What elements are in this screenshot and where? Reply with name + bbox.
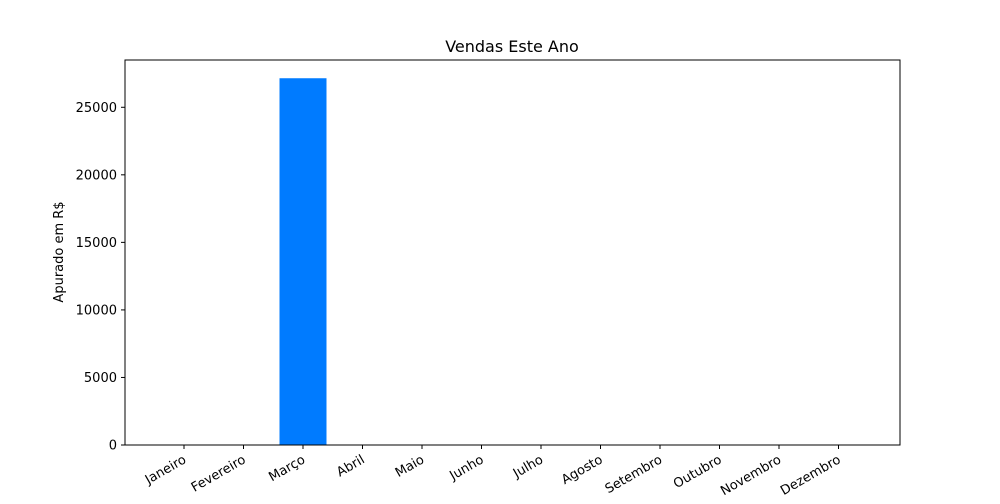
y-axis-ticks: 0 5000 10000 15000 20000 25000: [76, 101, 125, 454]
y-tick-label: 25000: [76, 101, 117, 116]
bars-group: [279, 78, 327, 446]
y-tick-label: 5000: [84, 371, 117, 386]
x-tick-label: Fevereiro: [189, 452, 249, 495]
x-axis-ticks: Janeiro Fevereiro Março Abril Maio Junho Julho…: [142, 445, 844, 499]
x-tick-label: Agosto: [559, 452, 605, 487]
chart-title: Vendas Este Ano: [445, 37, 579, 56]
y-tick-label: 0: [109, 439, 117, 454]
y-tick-label: 15000: [76, 236, 117, 251]
x-tick-label: Setembro: [603, 452, 665, 497]
x-tick-label: Abril: [334, 452, 367, 480]
y-tick-label: 10000: [76, 303, 117, 318]
x-tick-label: Junho: [447, 452, 487, 484]
x-tick-label: Novembro: [718, 452, 784, 499]
x-tick-label: Julho: [510, 452, 546, 481]
y-tick-label: 20000: [76, 168, 117, 183]
y-axis-label: Apurado em R$: [52, 201, 67, 302]
plot-area-frame: [124, 59, 901, 446]
x-tick-label: Dezembro: [778, 452, 843, 498]
x-tick-label: Março: [266, 452, 308, 485]
bar-2: [279, 78, 327, 446]
x-tick-label: Maio: [393, 452, 427, 480]
x-tick-label: Outubro: [671, 452, 725, 492]
x-tick-label: Janeiro: [142, 452, 189, 488]
